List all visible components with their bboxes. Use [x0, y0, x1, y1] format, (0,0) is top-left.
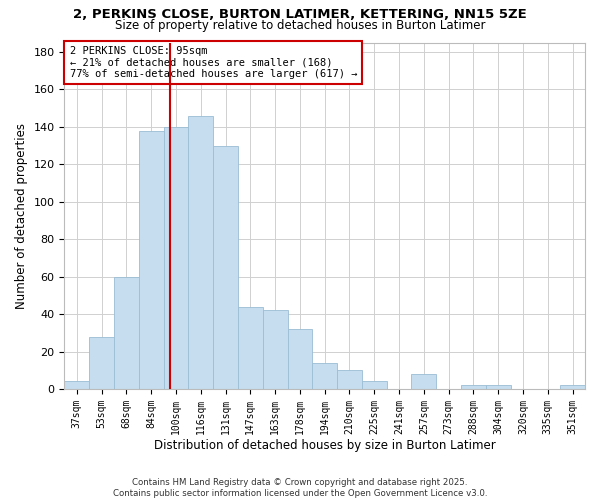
- Bar: [188, 116, 213, 389]
- X-axis label: Distribution of detached houses by size in Burton Latimer: Distribution of detached houses by size …: [154, 440, 496, 452]
- Text: 2, PERKINS CLOSE, BURTON LATIMER, KETTERING, NN15 5ZE: 2, PERKINS CLOSE, BURTON LATIMER, KETTER…: [73, 8, 527, 20]
- Bar: [560, 385, 585, 389]
- Y-axis label: Number of detached properties: Number of detached properties: [15, 122, 28, 308]
- Bar: [89, 336, 114, 389]
- Bar: [139, 130, 164, 389]
- Text: Size of property relative to detached houses in Burton Latimer: Size of property relative to detached ho…: [115, 18, 485, 32]
- Bar: [213, 146, 238, 389]
- Bar: [461, 385, 486, 389]
- Bar: [263, 310, 287, 389]
- Text: Contains HM Land Registry data © Crown copyright and database right 2025.
Contai: Contains HM Land Registry data © Crown c…: [113, 478, 487, 498]
- Bar: [238, 306, 263, 389]
- Bar: [114, 276, 139, 389]
- Text: 2 PERKINS CLOSE: 95sqm
← 21% of detached houses are smaller (168)
77% of semi-de: 2 PERKINS CLOSE: 95sqm ← 21% of detached…: [70, 46, 357, 79]
- Bar: [337, 370, 362, 389]
- Bar: [64, 382, 89, 389]
- Bar: [287, 329, 313, 389]
- Bar: [362, 382, 386, 389]
- Bar: [412, 374, 436, 389]
- Bar: [164, 127, 188, 389]
- Bar: [313, 363, 337, 389]
- Bar: [486, 385, 511, 389]
